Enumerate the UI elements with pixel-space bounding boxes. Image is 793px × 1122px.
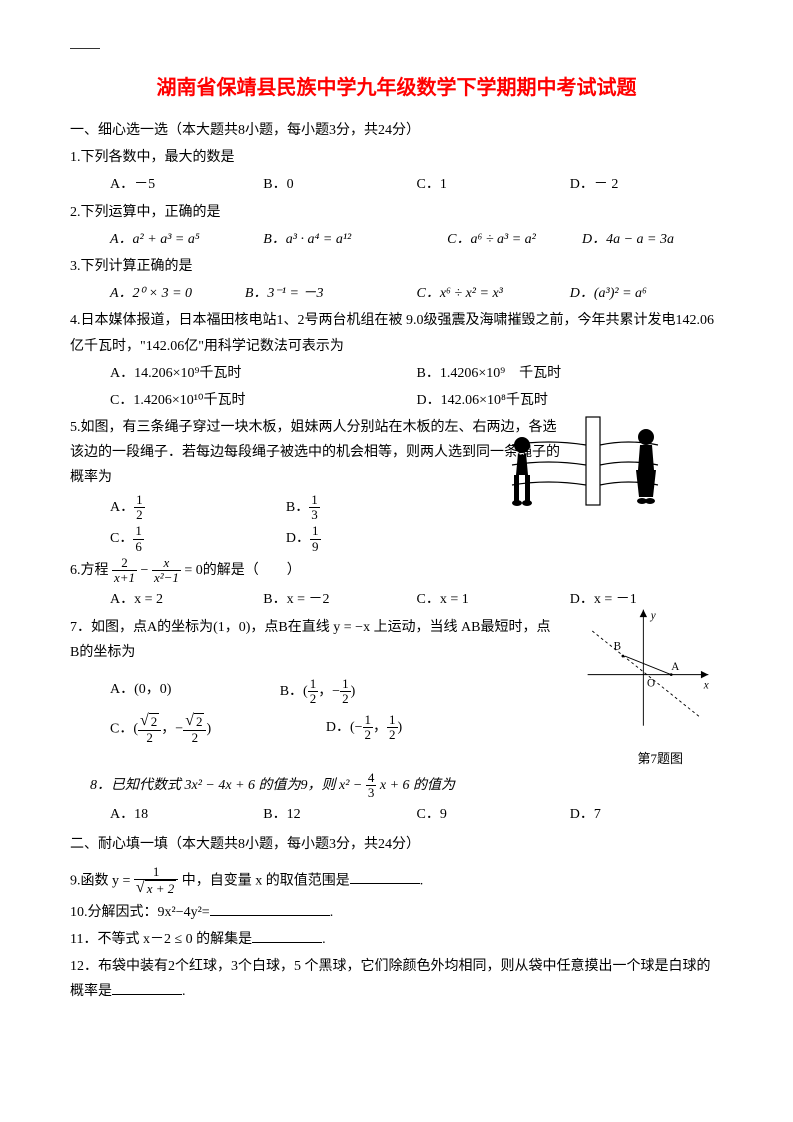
q9-suffix: 中，自变量 x 的取值范围是 [182,873,350,888]
q4-opt-d: D．142.06×10⁸千瓦时 [417,388,724,413]
q4-options-row2: C．1.4206×10¹⁰千瓦时 D．142.06×10⁸千瓦时 [70,388,723,413]
q2-options: A．a² + a³ = a⁵ B．a³ · a⁴ = a¹² C．a⁶ ÷ a³… [70,227,723,252]
q4-text: 4.日本媒体报道，日本福田核电站1、2号两台机组在被 9.0级强震及海啸摧毁之前… [70,308,723,358]
q11-text: 11．不等式 x－2 ≤ 0 的解集是 [70,932,252,947]
q7-caption: 第7题图 [70,747,723,770]
q6-opt-c: C．x = 1 [417,587,570,612]
q6-opt-a: A．x = 2 [110,587,263,612]
q9-blank [350,868,420,884]
q6-prefix: 6.方程 [70,563,109,578]
q11-blank [252,927,322,943]
q2-opt-d: D．4a − a = 3a [582,227,723,252]
q4-opt-a: A．14.206×10⁹千瓦时 [110,361,417,386]
q7-opt-d: D．(−12，12) [326,713,560,746]
svg-text:y: y [650,610,656,622]
q7-opt-b: B．(12，−12) [280,677,514,707]
q6-opt-b: B．x = －2 [263,587,416,612]
q8-opt-d: D．7 [570,802,723,827]
q6-text: 6.方程 2x+1 − xx²−1 = 0的解是（ ） [70,556,723,586]
q8-text: 8．已知代数式 3x² − 4x + 6 的值为9，则 x² − 43 x + … [70,771,723,801]
svg-text:O: O [647,677,655,689]
q8-options: A．18 B．12 C．9 D．7 [70,802,723,827]
q7-options-row2: C．(√22，−√22) D．(−12，12) [70,713,560,746]
section-2-header: 二、耐心填一填（本大题共8小题，每小题3分，共24分） [70,832,723,857]
svg-text:B: B [614,640,621,652]
q8-suffix: x + 6 的值为 [380,778,455,793]
q12-end: . [182,984,186,999]
q1-opt-c: C．1 [417,172,570,197]
q8-opt-b: B．12 [263,802,416,827]
header-rule [70,48,100,49]
q11-end: . [322,932,326,947]
q4-options-row1: A．14.206×10⁹千瓦时 B．1.4206×10⁹ 千瓦时 [70,361,723,386]
q7-opt-c: C．(√22，−√22) [110,713,326,746]
q5-container: 5.如图，有三条绳子穿过一块木板，姐妹两人分别站在木板的左、右两边，各选该边的一… [70,415,723,554]
q10-end: . [330,905,334,920]
q3-text: 3.下列计算正确的是 [70,254,723,279]
q3-opt-c: C．x⁶ ÷ x² = x³ [416,281,569,306]
svg-text:A: A [671,661,679,673]
q8-prefix: 8．已知代数式 3x² − 4x + 6 的值为9，则 x² − [90,778,362,793]
q10-blank [210,900,330,916]
q7-options-row1: A．(0，0) B．(12，−12) [70,677,514,707]
svg-text:x: x [703,679,709,691]
q7-graph: y x O A B [573,605,723,735]
q9: 9.函数 y = 1√x + 2 中，自变量 x 的取值范围是. [70,865,723,898]
q2-text: 2.下列运算中，正确的是 [70,200,723,225]
q8-opt-c: C．9 [417,802,570,827]
q2-opt-a: A．a² + a³ = a⁵ [110,227,263,252]
q5-opt-b: B．13 [286,493,462,523]
q12-blank [112,979,182,995]
q5-opt-a: A．12 [110,493,286,523]
q3-opt-a: A．2⁰ × 3 = 0 [110,281,245,306]
q10-text: 10.分解因式：9x²−4y²= [70,905,210,920]
q10: 10.分解因式：9x²−4y²=. [70,900,723,925]
exam-title: 湖南省保靖县民族中学九年级数学下学期期中考试试题 [70,70,723,106]
q3-opt-d: D．(a³)² = a⁶ [570,281,723,306]
q6-suffix: = 0的解是（ ） [184,563,300,578]
q5-illustration [508,415,663,510]
q5-options-row2: C．16 D．19 [70,524,462,554]
q4-opt-c: C．1.4206×10¹⁰千瓦时 [110,388,417,413]
q5-opt-d: D．19 [286,524,462,554]
q4-opt-b: B．1.4206×10⁹ 千瓦时 [417,361,724,386]
q5-options-row1: A．12 B．13 [70,493,462,523]
q12: 12．布袋中装有2个红球，3个白球，5 个黑球，它们除颜色外均相同，则从袋中任意… [70,954,723,1004]
q11: 11．不等式 x－2 ≤ 0 的解集是. [70,927,723,952]
q1-opt-b: B．0 [263,172,416,197]
q3-opt-b: B．3⁻¹ = －3 [245,281,417,306]
q9-prefix: 9.函数 y = [70,873,130,888]
q9-end: . [420,873,424,888]
q2-opt-c: C．a⁶ ÷ a³ = a² [447,227,582,252]
section-1-header: 一、细心选一选（本大题共8小题，每小题3分，共24分） [70,118,723,143]
q7-opt-a: A．(0，0) [110,677,280,707]
q1-options: A．－5 B．0 C．1 D．－ 2 [70,172,723,197]
q1-text: 1.下列各数中，最大的数是 [70,145,723,170]
q2-opt-b: B．a³ · a⁴ = a¹² [263,227,447,252]
q1-opt-d: D．－ 2 [570,172,723,197]
q8-opt-a: A．18 [110,802,263,827]
q3-options: A．2⁰ × 3 = 0 B．3⁻¹ = －3 C．x⁶ ÷ x² = x³ D… [70,281,723,306]
q1-opt-a: A．－5 [110,172,263,197]
q7-container: 7．如图，点A的坐标为(1，0)，点B在直线 y = −x 上运动，当线 AB最… [70,615,723,771]
q5-opt-c: C．16 [110,524,286,554]
